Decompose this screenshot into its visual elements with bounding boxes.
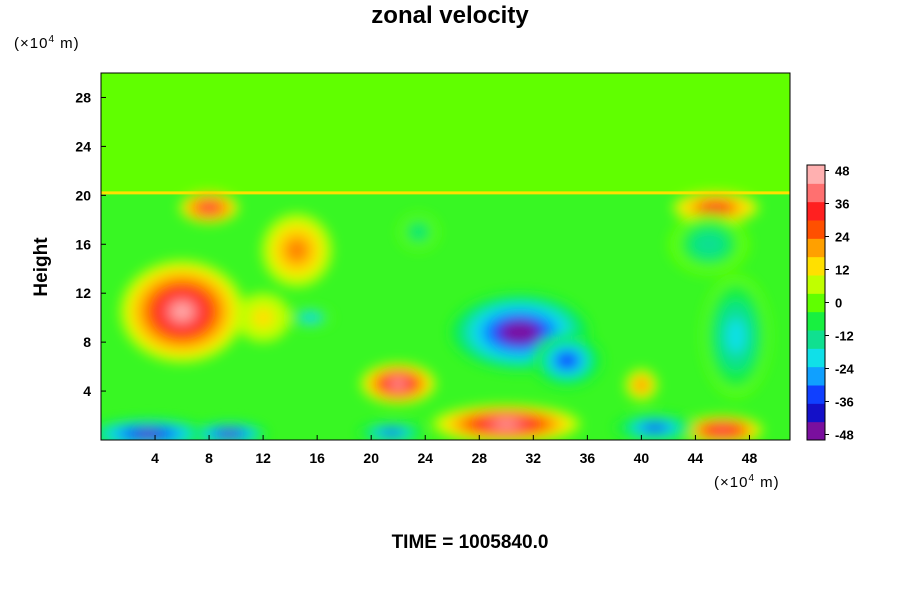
y-tick-label: 20 xyxy=(75,187,91,203)
colorbar-segment xyxy=(807,385,825,404)
contour-feature-11 xyxy=(731,327,741,345)
y-tick-label: 4 xyxy=(83,383,91,399)
x-tick-label: 32 xyxy=(526,450,542,466)
heatmap-field xyxy=(101,73,790,440)
heatmap-contours xyxy=(101,191,770,440)
contour-feature-7 xyxy=(709,205,722,210)
x-tick-label: 16 xyxy=(309,450,325,466)
colorbar-segment xyxy=(807,201,825,221)
y-axis-unit: (×104 m) xyxy=(14,34,80,52)
plot-frame xyxy=(100,72,791,441)
x-tick-label: 40 xyxy=(634,450,650,466)
x-tick-label: 36 xyxy=(580,450,596,466)
contour-feature-12 xyxy=(703,239,715,249)
colorbar-segment xyxy=(807,421,825,441)
x-tick-label: 24 xyxy=(417,450,433,466)
x-tick-label: 8 xyxy=(205,450,213,466)
colorbar-segment xyxy=(807,403,825,423)
colorbar-tick-label: 24 xyxy=(835,230,850,245)
colorbar-segment xyxy=(807,275,825,294)
x-tick-label: 4 xyxy=(151,450,159,466)
contour-feature-15 xyxy=(386,431,397,435)
contour-feature-1 xyxy=(204,205,214,210)
x-tick-label: 20 xyxy=(363,450,379,466)
colorbar-tick-label: -24 xyxy=(835,362,855,377)
y-tick-label: 28 xyxy=(75,89,91,105)
y-tick-label: 16 xyxy=(75,236,91,252)
chart-title: zonal velocity xyxy=(371,2,529,29)
contour-feature-10 xyxy=(562,356,573,365)
colorbar-tick-label: 36 xyxy=(835,197,849,212)
colorbar-segment xyxy=(807,366,825,386)
contour-feature-3 xyxy=(259,314,267,322)
y-tick-label: 8 xyxy=(83,334,91,350)
colorbar-segment xyxy=(807,293,825,313)
contour-feature-14 xyxy=(223,432,235,436)
x-tick-label: 28 xyxy=(471,450,487,466)
colorbar-segment xyxy=(807,330,825,349)
colorbar-segment xyxy=(807,311,825,331)
colorbar-tick-label: 0 xyxy=(835,296,842,311)
contour-feature-18 xyxy=(415,229,422,235)
contour-feature-2 xyxy=(291,245,302,256)
contour-feature-9 xyxy=(509,326,530,338)
contour-feature-17 xyxy=(307,316,314,320)
colorbar-segment xyxy=(807,256,825,276)
colorbar-segment xyxy=(807,238,825,258)
colorbar-segment xyxy=(807,165,825,184)
contour-feature-16 xyxy=(649,425,661,430)
contour-feature-4 xyxy=(392,380,404,387)
colorbar-segment xyxy=(807,348,825,368)
y-tick-label: 12 xyxy=(75,285,91,301)
contour-feature-6 xyxy=(716,428,729,433)
x-tick-label: 48 xyxy=(742,450,758,466)
colorbar-segment xyxy=(807,183,825,203)
colorbar-tick-label: -12 xyxy=(835,329,854,344)
contour-feature-5 xyxy=(495,421,517,427)
contour-feature-0 xyxy=(173,304,191,319)
colorbar-tick-label: 48 xyxy=(835,164,849,179)
colorbar-tick-label: -36 xyxy=(835,395,854,410)
contour-feature-13 xyxy=(139,431,157,436)
x-tick-label: 44 xyxy=(688,450,704,466)
x-tick-label: 12 xyxy=(255,450,271,466)
colorbar-segment xyxy=(807,220,825,239)
colorbar-tick-label: 12 xyxy=(835,263,849,278)
contour-feature-8 xyxy=(639,382,644,388)
x-axis-unit: (×104 m) xyxy=(714,473,780,491)
colorbar-tick-label: -48 xyxy=(835,428,854,443)
y-tick-label: 24 xyxy=(75,138,91,154)
time-label: TIME = 1005840.0 xyxy=(391,532,549,553)
